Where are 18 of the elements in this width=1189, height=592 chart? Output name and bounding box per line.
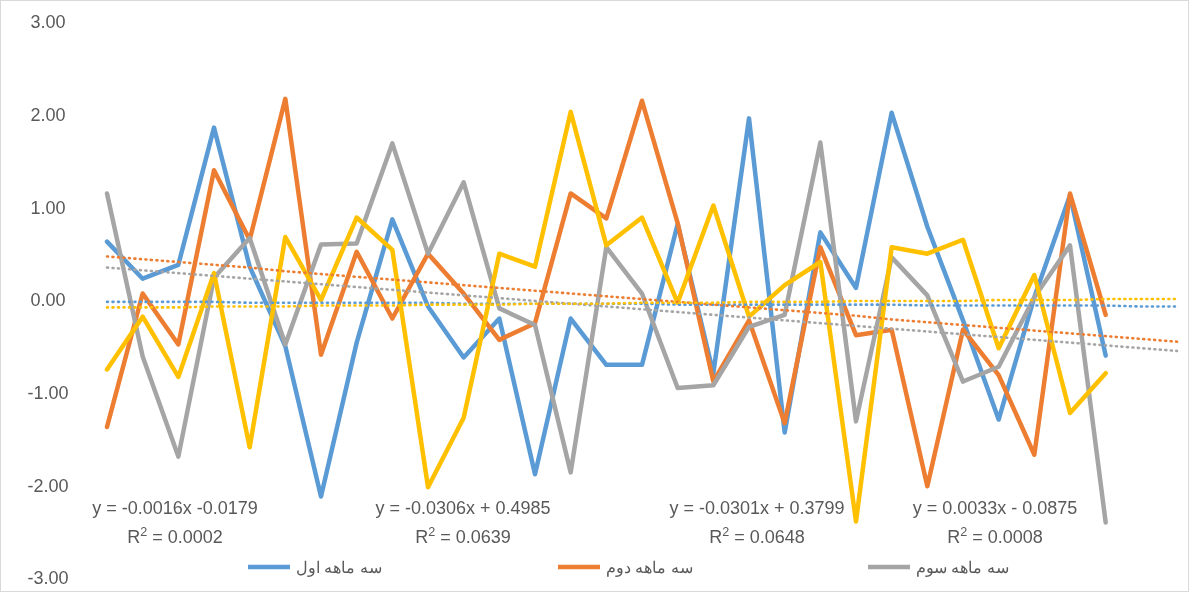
y-tick-label: 1.00 [30, 197, 66, 218]
annotation: R$^{2}$ = 0.0002 [127, 525, 223, 547]
y-tick-label: 3.00 [30, 12, 66, 33]
y-tick-label: -3.00 [27, 568, 69, 589]
annotation: R$^{2}$ = 0.0648 [709, 525, 805, 547]
annotation: R$^{2}$ = 0.0008 [947, 525, 1043, 547]
legend-label: سه ماهه اول [296, 558, 382, 577]
annotation: y = -0.0016x -0.0179 [92, 498, 258, 518]
y-tick-label: -1.00 [27, 382, 69, 403]
y-tick-label: -2.00 [27, 475, 69, 496]
y-tick-label: 2.00 [30, 104, 66, 125]
legend-label: سه ماهه سوم [916, 558, 1009, 577]
legend-label: سه ماهه دوم [606, 558, 693, 577]
y-tick-label: 0.00 [30, 290, 66, 311]
annotation: y = 0.0033x - 0.0875 [912, 498, 1078, 518]
annotation: y = -0.0301x + 0.3799 [669, 498, 845, 518]
annotation: y = -0.0306x + 0.4985 [375, 498, 551, 518]
annotation: R$^{2}$ = 0.0639 [415, 525, 511, 547]
